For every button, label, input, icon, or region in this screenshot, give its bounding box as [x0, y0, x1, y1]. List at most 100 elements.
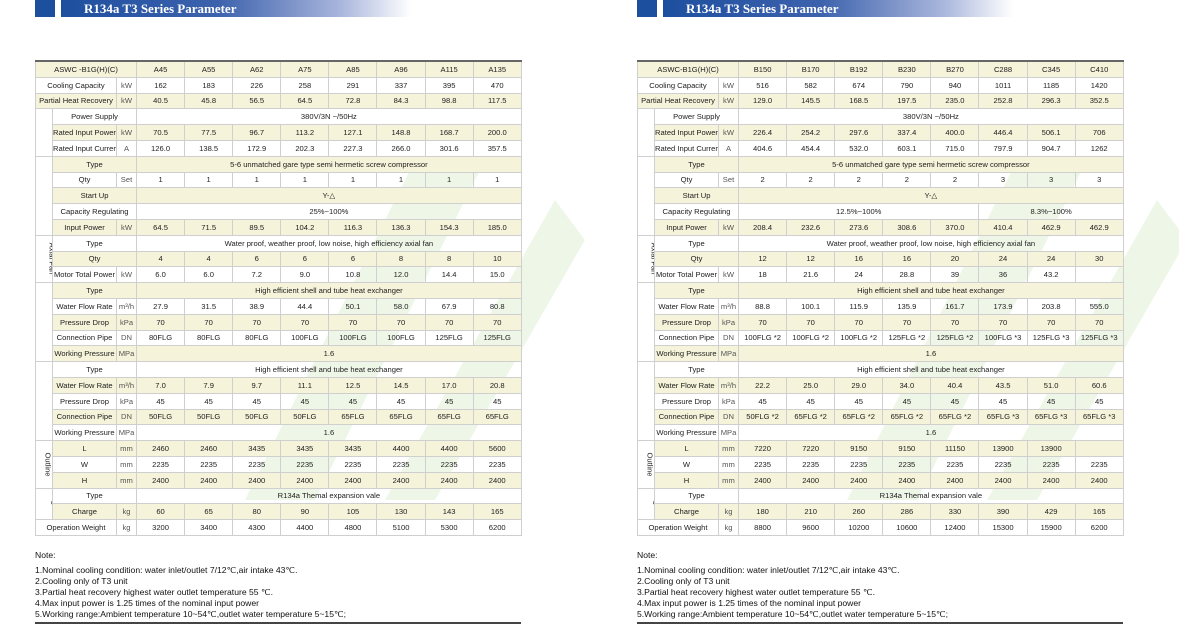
- value-cell: 18: [738, 266, 788, 284]
- value-cell: 266.0: [376, 139, 426, 157]
- row-label: Charge: [52, 503, 117, 521]
- value-cell: 13900: [1026, 440, 1076, 457]
- value-cell: 235.0: [930, 92, 980, 110]
- value-cell: 45: [882, 392, 932, 410]
- row-label: Input Power: [52, 218, 117, 236]
- table-row: Charge kg 60 65 80 90 105 130 143 165: [36, 503, 522, 521]
- note-line: 5.Working range:Ambient temperature 10~5…: [637, 609, 949, 619]
- row-unit: kPa: [717, 313, 740, 331]
- row-label: Power Supply: [653, 108, 740, 126]
- row-label: Type: [653, 361, 740, 378]
- note-line: 1.Nominal cooling condition: water inlet…: [35, 565, 298, 575]
- value-cell: 70: [424, 313, 474, 331]
- value-cell: 70: [328, 313, 378, 331]
- value-cell: 24: [834, 266, 884, 284]
- note-line: 1.Nominal cooling condition: water inlet…: [637, 565, 900, 575]
- row-label: Pressure Drop: [52, 313, 117, 331]
- merged-value: 1.6: [136, 345, 522, 363]
- value-cell: 15.0: [472, 266, 522, 284]
- row-group-label: Compressor: [637, 155, 655, 236]
- model-name: C345: [1026, 60, 1076, 78]
- note-line: 4.Max input power is 1.25 times of the n…: [35, 598, 260, 608]
- value-cell: 2235: [136, 455, 186, 473]
- value-cell: 6: [328, 250, 378, 268]
- value-cell: 113.2: [280, 124, 330, 141]
- value-cell: 308.6: [882, 218, 932, 236]
- row-label: Working Pressure: [654, 424, 719, 442]
- value-cell: 45: [472, 392, 522, 410]
- value-cell: 100FLG: [376, 329, 426, 347]
- row-label: Pressure Drop: [52, 392, 117, 410]
- value-cell: 100FLG: [280, 329, 330, 347]
- row-label: Water Flow Rate: [52, 376, 117, 394]
- value-cell: 45: [184, 392, 234, 410]
- value-cell: 4: [184, 250, 234, 268]
- value-cell: 13900: [978, 440, 1028, 457]
- row-unit: MPa: [717, 424, 740, 442]
- row-label: Start Up: [653, 187, 740, 205]
- value-cell: 790: [882, 76, 932, 94]
- table-row: Rated Input Power kW 70.5 77.5 96.7 113.2 127.…: [36, 124, 522, 141]
- merged-value: 8.3%~100%: [978, 203, 1124, 220]
- value-cell: 9150: [834, 440, 884, 457]
- value-cell: 2: [882, 171, 932, 189]
- value-cell: 15300: [978, 519, 1028, 536]
- table-row: Working Pressure MPa 1.6: [36, 424, 522, 442]
- table-row: Working Pressure MPa 1.6: [36, 345, 522, 363]
- value-cell: 5300: [424, 519, 474, 536]
- value-cell: 70: [280, 313, 330, 331]
- row-label: Qty: [52, 171, 117, 189]
- value-cell: 84.3: [376, 92, 426, 110]
- value-cell: 197.5: [882, 92, 932, 110]
- value-cell: 4400: [376, 440, 426, 457]
- row-group-text: Outline: [645, 452, 655, 477]
- value-cell: 125FLG *2: [882, 329, 932, 347]
- value-cell: 462.9: [1026, 218, 1076, 236]
- merged-value: R134a Themal expansion vale: [136, 487, 522, 505]
- value-cell: 532.0: [834, 139, 884, 157]
- value-cell: 65FLG *2: [930, 408, 980, 426]
- row-unit: Set: [115, 171, 138, 189]
- value-cell: 3200: [136, 519, 186, 536]
- row-group-label: Performance Electrical: [637, 108, 655, 157]
- value-cell: 45: [280, 392, 330, 410]
- value-cell: 2235: [472, 455, 522, 473]
- row-label: Pressure Drop: [654, 313, 719, 331]
- table-row: Operation Weight kg 8800 9600 10200 10600 1240…: [637, 519, 1124, 536]
- value-cell: 2235: [786, 455, 836, 473]
- row-unit: m³/h: [717, 297, 740, 315]
- value-cell: 1: [232, 171, 282, 189]
- merged-value: High efficient shell and tube heat excha…: [136, 361, 522, 378]
- value-cell: 12.0: [376, 266, 426, 284]
- value-cell: 273.6: [834, 218, 884, 236]
- value-cell: 28.8: [882, 266, 932, 284]
- value-cell: 2400: [376, 471, 426, 489]
- row-label: W: [52, 455, 117, 473]
- model-name: A135: [472, 60, 522, 78]
- value-cell: 30: [1074, 250, 1124, 268]
- bottom-divider: [637, 622, 1123, 624]
- value-cell: 100FLG *2: [834, 329, 884, 347]
- value-cell: 706: [1074, 124, 1124, 141]
- table-row: Partial Heat RecoveryTypeHigh efficient …: [35, 361, 522, 442]
- value-cell: 2400: [1074, 471, 1124, 489]
- value-cell: 2400: [280, 471, 330, 489]
- row-label: Pressure Drop: [654, 392, 719, 410]
- value-cell: 208.4: [738, 218, 788, 236]
- value-cell: 9.0: [280, 266, 330, 284]
- table-row: Partial Heat RecoveryTypeHigh efficient …: [637, 361, 1124, 442]
- merged-value: Water proof, weather proof, low noise, h…: [136, 234, 522, 252]
- value-cell: 98.8: [424, 92, 474, 110]
- table-row: Motor Total Power kW 6.0 6.0 7.2 9.0 10.8 12.0 1…: [36, 266, 522, 284]
- value-cell: 65FLG: [328, 408, 378, 426]
- row-unit: kW: [115, 76, 138, 94]
- value-cell: 10200: [834, 519, 884, 536]
- table-row: Capacity Regulating 25%~100%: [36, 203, 522, 220]
- value-cell: 70: [882, 313, 932, 331]
- table-row: Cooling Capacity kW 516 582 674 790 940 1011 118…: [637, 76, 1124, 94]
- value-cell: 136.3: [376, 218, 426, 236]
- row-unit: kW: [115, 266, 138, 284]
- value-cell: 202.3: [280, 139, 330, 157]
